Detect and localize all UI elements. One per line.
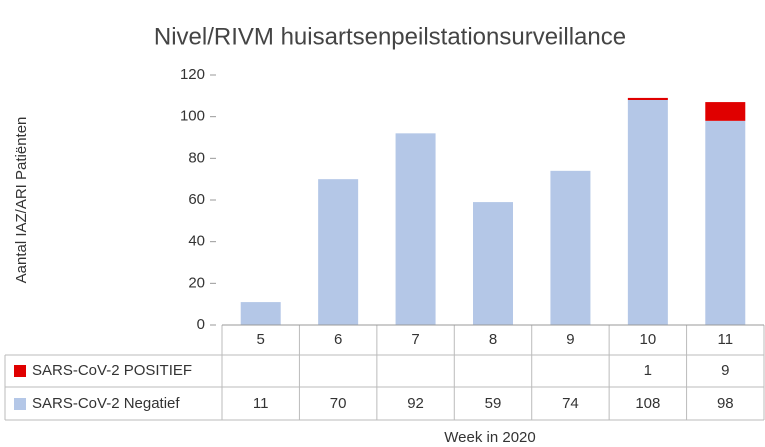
y-tick-label: 60 — [188, 191, 205, 208]
legend-label: SARS-CoV-2 Negatief — [32, 395, 180, 412]
legend-swatch — [14, 398, 26, 410]
legend-swatch — [14, 365, 26, 377]
x-tick-label: 7 — [411, 331, 419, 348]
y-tick-label: 80 — [188, 149, 205, 166]
bar-segment — [705, 120, 746, 325]
bar-segment — [240, 302, 281, 325]
x-tick-label: 5 — [257, 331, 265, 348]
x-axis-label: Week in 2020 — [444, 429, 535, 446]
chart-title: Nivel/RIVM huisartsenpeilstationsurveill… — [154, 23, 626, 50]
x-tick-label: 6 — [334, 331, 342, 348]
table-value: 70 — [330, 395, 347, 412]
x-tick-label: 9 — [566, 331, 574, 348]
y-tick-label: 100 — [180, 108, 205, 125]
y-axis-label: Aantal IAZ/ARI Patiënten — [13, 117, 30, 284]
table-value: 74 — [562, 395, 579, 412]
y-tick-label: 40 — [188, 233, 205, 250]
table-value: 98 — [717, 395, 734, 412]
bar-segment — [473, 202, 513, 325]
y-tick-label: 0 — [197, 316, 205, 333]
table-value: 92 — [407, 395, 424, 412]
table-value: 9 — [721, 362, 729, 379]
x-tick-label: 10 — [640, 331, 657, 348]
x-tick-label: 8 — [489, 331, 497, 348]
y-tick-label: 20 — [188, 274, 205, 291]
bar-segment — [627, 100, 668, 325]
bar-segment — [627, 97, 668, 100]
bar-segment — [705, 102, 746, 121]
bar-segment — [318, 179, 359, 325]
bar-segment — [550, 170, 591, 325]
legend-label: SARS-CoV-2 POSITIEF — [32, 362, 192, 379]
x-tick-label: 11 — [717, 331, 733, 348]
table-value: 11 — [253, 395, 269, 412]
table-value: 108 — [635, 395, 660, 412]
table-value: 1 — [644, 362, 652, 379]
y-tick-label: 120 — [180, 66, 205, 83]
bar-segment — [395, 133, 436, 325]
table-value: 59 — [485, 395, 502, 412]
